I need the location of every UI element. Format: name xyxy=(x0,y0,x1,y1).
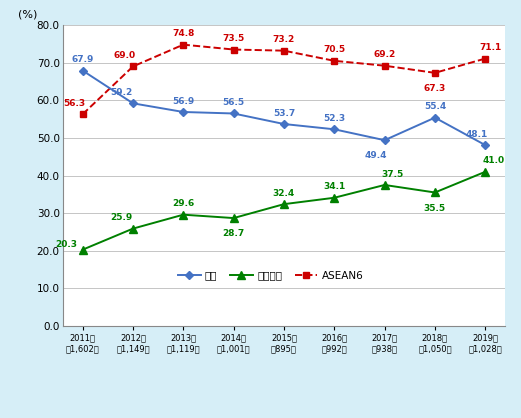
Text: 20.3: 20.3 xyxy=(55,240,77,249)
Text: 69.2: 69.2 xyxy=(374,51,396,59)
Text: 25.9: 25.9 xyxy=(111,213,133,222)
Text: 48.1: 48.1 xyxy=(466,130,488,139)
Text: 74.8: 74.8 xyxy=(172,29,194,38)
Text: 56.9: 56.9 xyxy=(172,97,194,106)
Text: (%): (%) xyxy=(18,9,38,19)
Text: 53.7: 53.7 xyxy=(273,109,295,118)
Text: 56.3: 56.3 xyxy=(63,99,85,108)
Text: 32.4: 32.4 xyxy=(273,189,295,198)
Text: 41.0: 41.0 xyxy=(482,156,505,166)
Text: 69.0: 69.0 xyxy=(114,51,135,60)
Text: 73.5: 73.5 xyxy=(222,34,245,43)
Text: 35.5: 35.5 xyxy=(424,204,446,212)
Text: 29.6: 29.6 xyxy=(172,199,194,208)
Text: 49.4: 49.4 xyxy=(365,151,388,160)
Text: 73.2: 73.2 xyxy=(273,36,295,44)
Text: 67.9: 67.9 xyxy=(71,55,94,64)
Legend: 中国, ベトナム, ASEAN6: 中国, ベトナム, ASEAN6 xyxy=(173,266,368,285)
Text: 71.1: 71.1 xyxy=(480,43,502,52)
Text: 55.4: 55.4 xyxy=(424,102,446,111)
Text: 34.1: 34.1 xyxy=(323,182,345,191)
Text: 52.3: 52.3 xyxy=(323,114,345,123)
Text: 56.5: 56.5 xyxy=(222,98,245,107)
Text: 70.5: 70.5 xyxy=(323,46,345,54)
Text: 28.7: 28.7 xyxy=(222,229,245,238)
Text: 37.5: 37.5 xyxy=(382,170,404,178)
Text: 67.3: 67.3 xyxy=(424,84,446,93)
Text: 59.2: 59.2 xyxy=(111,88,133,97)
